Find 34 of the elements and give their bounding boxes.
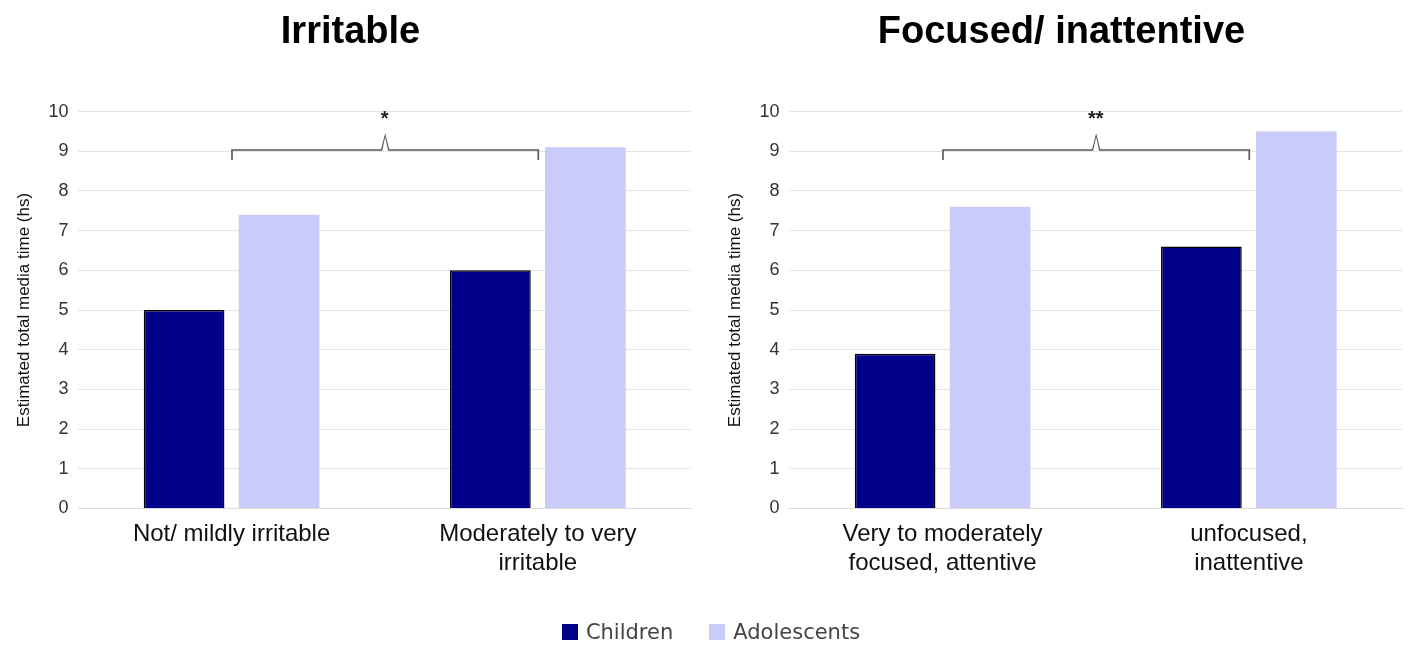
y-tick-label: 7 — [769, 219, 780, 240]
y-tick-label: 5 — [769, 298, 780, 319]
y-tick-label: 1 — [769, 457, 780, 478]
y-tick-label: 3 — [58, 378, 69, 399]
y-tick-label: 0 — [769, 497, 780, 518]
legend-label: Children — [585, 620, 674, 644]
y-tick-label: 2 — [58, 418, 69, 439]
y-axis-title: Estimated total media time (hs) — [724, 192, 744, 428]
x-tick-label: unfocused, inattentive — [1190, 519, 1308, 576]
annotation: * — [380, 107, 389, 130]
y-tick-label: 6 — [769, 259, 780, 280]
annotation: ** — [1087, 107, 1104, 130]
y-tick-label: 10 — [759, 100, 780, 121]
y-tick-label: 8 — [58, 179, 69, 200]
x-tick-label: Moderately to very irritable — [439, 519, 637, 576]
y-tick-label: 10 — [48, 100, 69, 121]
y-tick-label: 2 — [769, 418, 780, 439]
y-tick-label: 3 — [769, 378, 780, 399]
y-axis-title: Estimated total media time (hs) — [13, 192, 33, 428]
y-tick-label: 7 — [58, 219, 69, 240]
y-tick-label: 4 — [58, 338, 69, 359]
x-tick-label: Very to moderately focused, attentive — [842, 519, 1043, 576]
x-tick-label: Not/ mildly irritable — [132, 519, 331, 547]
y-tick-label: 4 — [769, 338, 780, 359]
legend-label: Adolescents — [733, 620, 861, 644]
y-tick-label: 9 — [769, 140, 780, 161]
y-tick-label: 5 — [58, 298, 69, 319]
y-tick-label: 1 — [58, 457, 69, 478]
chart-title: Focused/ inattentive — [877, 9, 1246, 52]
y-tick-label: 6 — [58, 259, 69, 280]
chart-title: Irritable — [280, 9, 421, 52]
y-tick-label: 8 — [769, 179, 780, 200]
y-tick-label: 9 — [58, 140, 69, 161]
y-tick-label: 0 — [58, 497, 69, 518]
